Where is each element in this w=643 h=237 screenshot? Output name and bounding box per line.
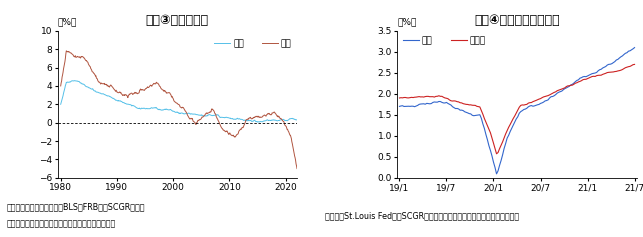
Line: １０年: １０年 [399, 64, 635, 154]
５年 [395, 105, 403, 108]
５年 [494, 169, 502, 172]
日本 [251, 119, 259, 122]
Text: （%）: （%） [397, 17, 417, 26]
Text: （%）: （%） [58, 17, 77, 26]
５年 [493, 173, 500, 175]
日本 [195, 114, 203, 117]
米国 [195, 119, 203, 122]
日本 [169, 110, 177, 113]
Title: 図表③　実質金利: 図表③ 実質金利 [146, 14, 209, 27]
５年 [455, 108, 462, 110]
５年 [586, 73, 594, 76]
米国 [145, 85, 153, 88]
Text: （出所：St.Louis FedよりSCGR作成）　（注）ブレークイーブンインフレ率: （出所：St.Louis FedよりSCGR作成） （注）ブレークイーブンインフ… [325, 211, 519, 220]
１０年 [559, 87, 567, 90]
米国 [57, 85, 64, 87]
米国 [60, 65, 68, 68]
日本 [256, 120, 264, 123]
５年 [484, 138, 491, 141]
５年 [537, 102, 545, 105]
米国 [255, 116, 263, 119]
Line: 日本: 日本 [60, 81, 297, 122]
１０年 [395, 96, 403, 99]
Legend: ５年, １０年: ５年, １０年 [402, 35, 487, 46]
日本 [254, 121, 262, 123]
米国 [293, 167, 301, 170]
Title: 図表④　期待インフレ率: 図表④ 期待インフレ率 [474, 14, 560, 27]
日本 [57, 103, 64, 106]
米国 [62, 49, 70, 52]
１０年 [493, 152, 500, 155]
Text: （出所：総務省、財務省、BLS、FRBよりSCGR作成）: （出所：総務省、財務省、BLS、FRBよりSCGR作成） [6, 203, 145, 212]
日本 [71, 79, 78, 82]
米国 [251, 115, 259, 118]
１０年 [484, 124, 491, 127]
日本 [293, 118, 301, 121]
５年 [559, 88, 567, 91]
１０年 [537, 97, 545, 100]
Text: （注）２年債金利を消費者物価上昇率で実質化した: （注）２年債金利を消費者物価上昇率で実質化した [6, 219, 116, 228]
１０年 [631, 63, 638, 66]
１０年 [455, 100, 462, 103]
５年 [631, 46, 638, 49]
Legend: 日本, 米国: 日本, 米国 [213, 38, 293, 49]
米国 [169, 97, 177, 100]
Line: ５年: ５年 [399, 48, 635, 174]
日本 [145, 107, 153, 110]
日本 [60, 90, 68, 93]
１０年 [494, 151, 502, 154]
１０年 [586, 76, 594, 79]
Line: 米国: 米国 [60, 51, 297, 169]
